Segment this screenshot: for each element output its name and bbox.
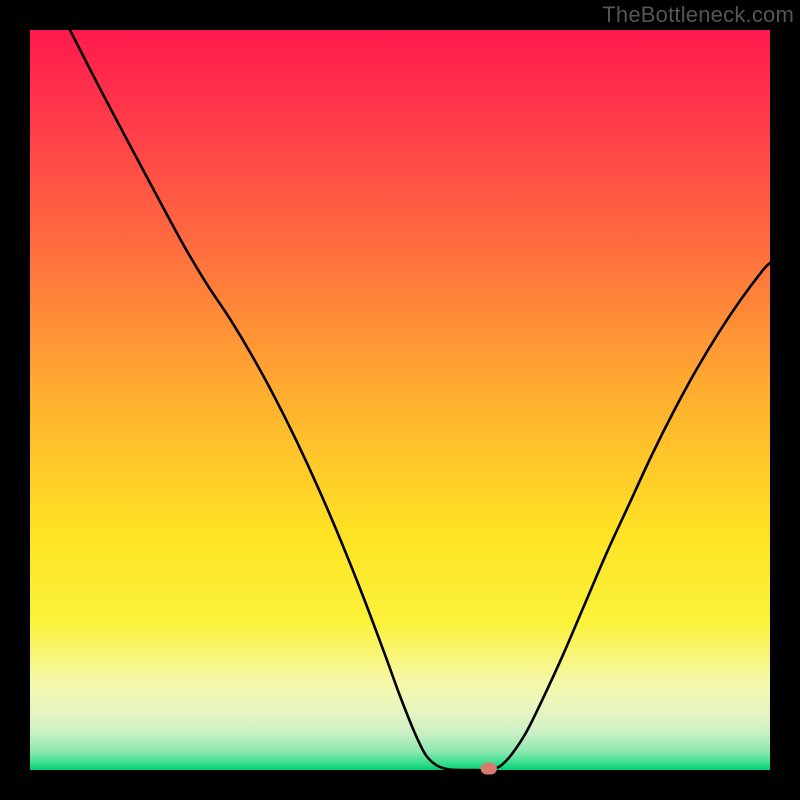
optimal-point-marker — [481, 763, 497, 775]
bottleneck-curve-chart — [0, 0, 800, 800]
plot-area-gradient — [30, 30, 770, 770]
chart-frame: TheBottleneck.com — [0, 0, 800, 800]
watermark-text: TheBottleneck.com — [602, 2, 794, 28]
